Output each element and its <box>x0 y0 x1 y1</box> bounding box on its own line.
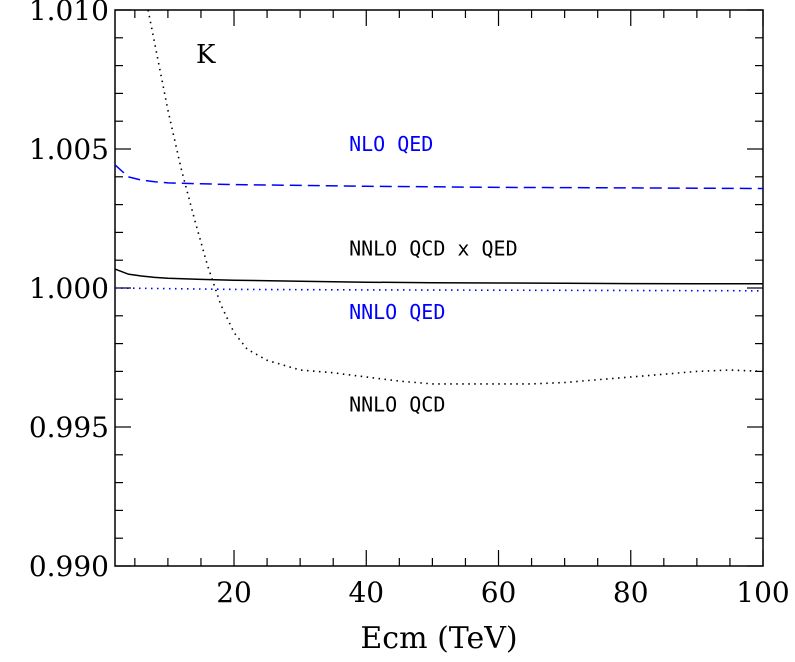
x-tick-label: 60 <box>481 576 517 609</box>
x-tick-label: 80 <box>613 576 649 609</box>
annotation-nlo-qed: NLO QED <box>349 132 433 156</box>
axis-ticks <box>115 9 764 567</box>
panel-label: K <box>196 40 216 70</box>
y-tick-label: 1.010 <box>29 0 109 27</box>
y-tick-label: 1.005 <box>29 133 109 166</box>
plot-area <box>114 9 764 567</box>
y-tick-label: 1.000 <box>29 272 109 305</box>
annotation-nnlo-qcd-x-qed: NNLO QCD x QED <box>349 236 518 260</box>
x-tick-label: 20 <box>216 576 252 609</box>
series-line-nlo-qed <box>115 164 763 190</box>
series-lines <box>115 10 763 385</box>
series-clip-group <box>115 10 763 385</box>
series-line-nnlo-qed <box>115 287 763 292</box>
labels: 20 40 60 80 100 0.990 0.995 1.000 1.005 1.010 Ecm … <box>29 0 790 656</box>
x-axis-label: Ecm (TeV) <box>360 621 517 656</box>
series-line-nnlo-qcd-x-qed <box>115 268 763 285</box>
x-tick-label: 100 <box>736 576 789 609</box>
y-tick-label: 0.995 <box>29 411 109 444</box>
series-line-nnlo-qcd <box>147 10 763 385</box>
annotation-nnlo-qed: NNLO QED <box>349 300 445 324</box>
annotation-nnlo-qcd: NNLO QCD <box>349 393 445 417</box>
y-tick-label: 0.990 <box>29 550 109 583</box>
plot-frame <box>114 9 764 567</box>
x-tick-label: 40 <box>348 576 384 609</box>
